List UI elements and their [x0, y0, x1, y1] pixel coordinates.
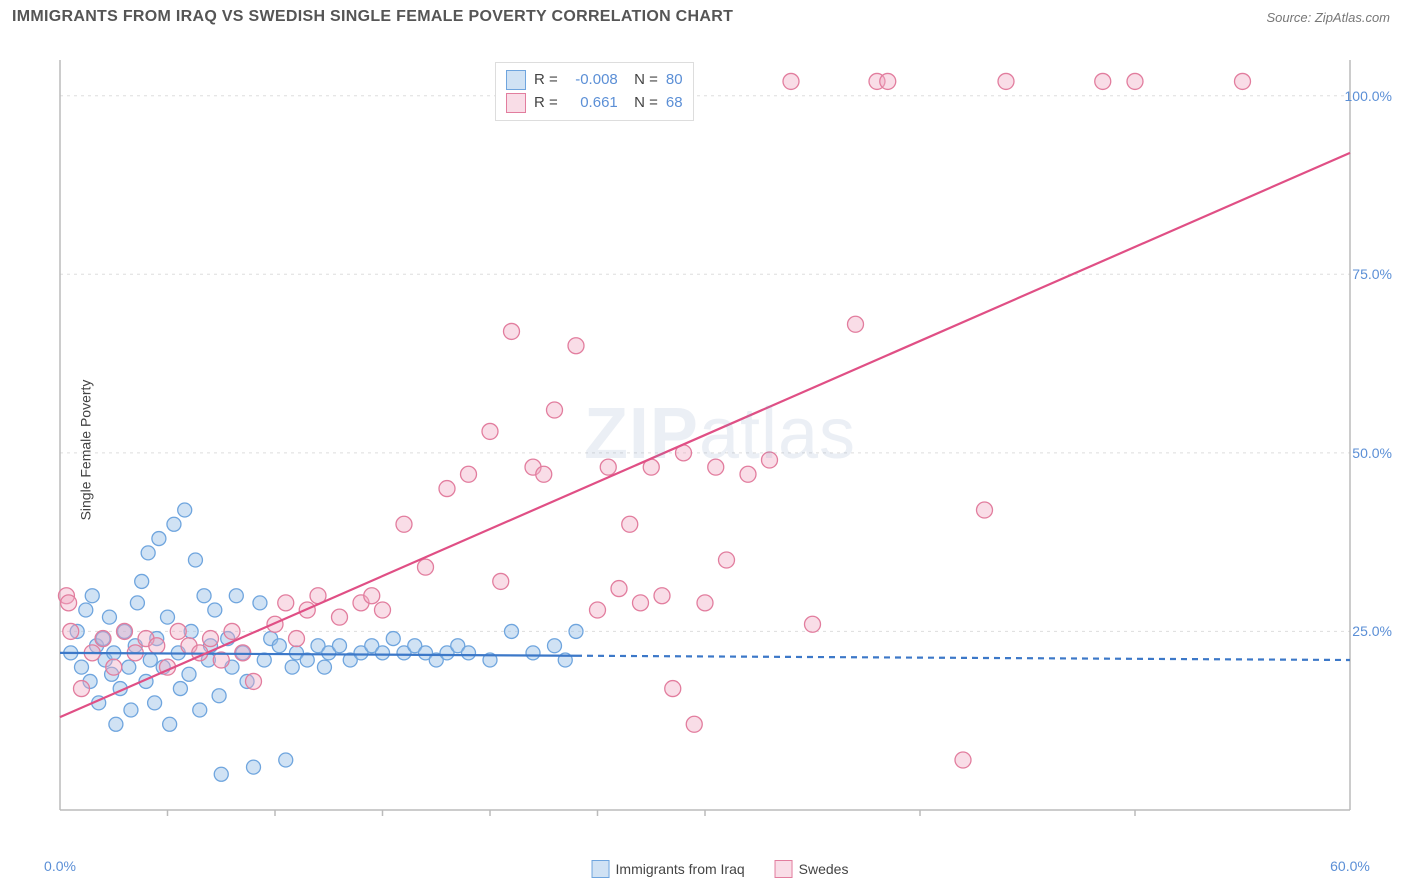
legend-label: Immigrants from Iraq — [616, 861, 745, 877]
stats-box: R =-0.008 N =80R =0.661 N =68 — [495, 62, 694, 121]
chart-title: IMMIGRANTS FROM IRAQ VS SWEDISH SINGLE F… — [12, 8, 733, 26]
y-tick-label: 25.0% — [1352, 623, 1392, 639]
stats-swatch — [506, 70, 526, 90]
stats-row: R =-0.008 N =80 — [506, 69, 683, 92]
x-tick-label: 60.0% — [1330, 858, 1370, 874]
y-tick-label: 100.0% — [1345, 88, 1392, 104]
x-tick-label: 0.0% — [44, 858, 76, 874]
scatter-plot — [50, 50, 1390, 850]
legend-item: Immigrants from Iraq — [592, 860, 745, 878]
chart-area: Single Female Poverty ZIPatlas 25.0%50.0… — [50, 50, 1390, 850]
stats-r-value: -0.008 — [566, 69, 618, 92]
legend-swatch — [775, 860, 793, 878]
stats-n-value: 80 — [666, 69, 683, 92]
y-tick-label: 50.0% — [1352, 445, 1392, 461]
stats-r-value: 0.661 — [566, 92, 618, 115]
legend-swatch — [592, 860, 610, 878]
legend-label: Swedes — [799, 861, 849, 877]
stats-row: R =0.661 N =68 — [506, 92, 683, 115]
y-tick-label: 75.0% — [1352, 266, 1392, 282]
stats-swatch — [506, 93, 526, 113]
source-label: Source: ZipAtlas.com — [1266, 10, 1390, 25]
stats-n-value: 68 — [666, 92, 683, 115]
bottom-legend: Immigrants from Iraq Swedes — [592, 860, 849, 878]
y-axis-label: Single Female Poverty — [77, 380, 93, 521]
legend-item: Swedes — [775, 860, 849, 878]
title-bar: IMMIGRANTS FROM IRAQ VS SWEDISH SINGLE F… — [0, 0, 1406, 34]
